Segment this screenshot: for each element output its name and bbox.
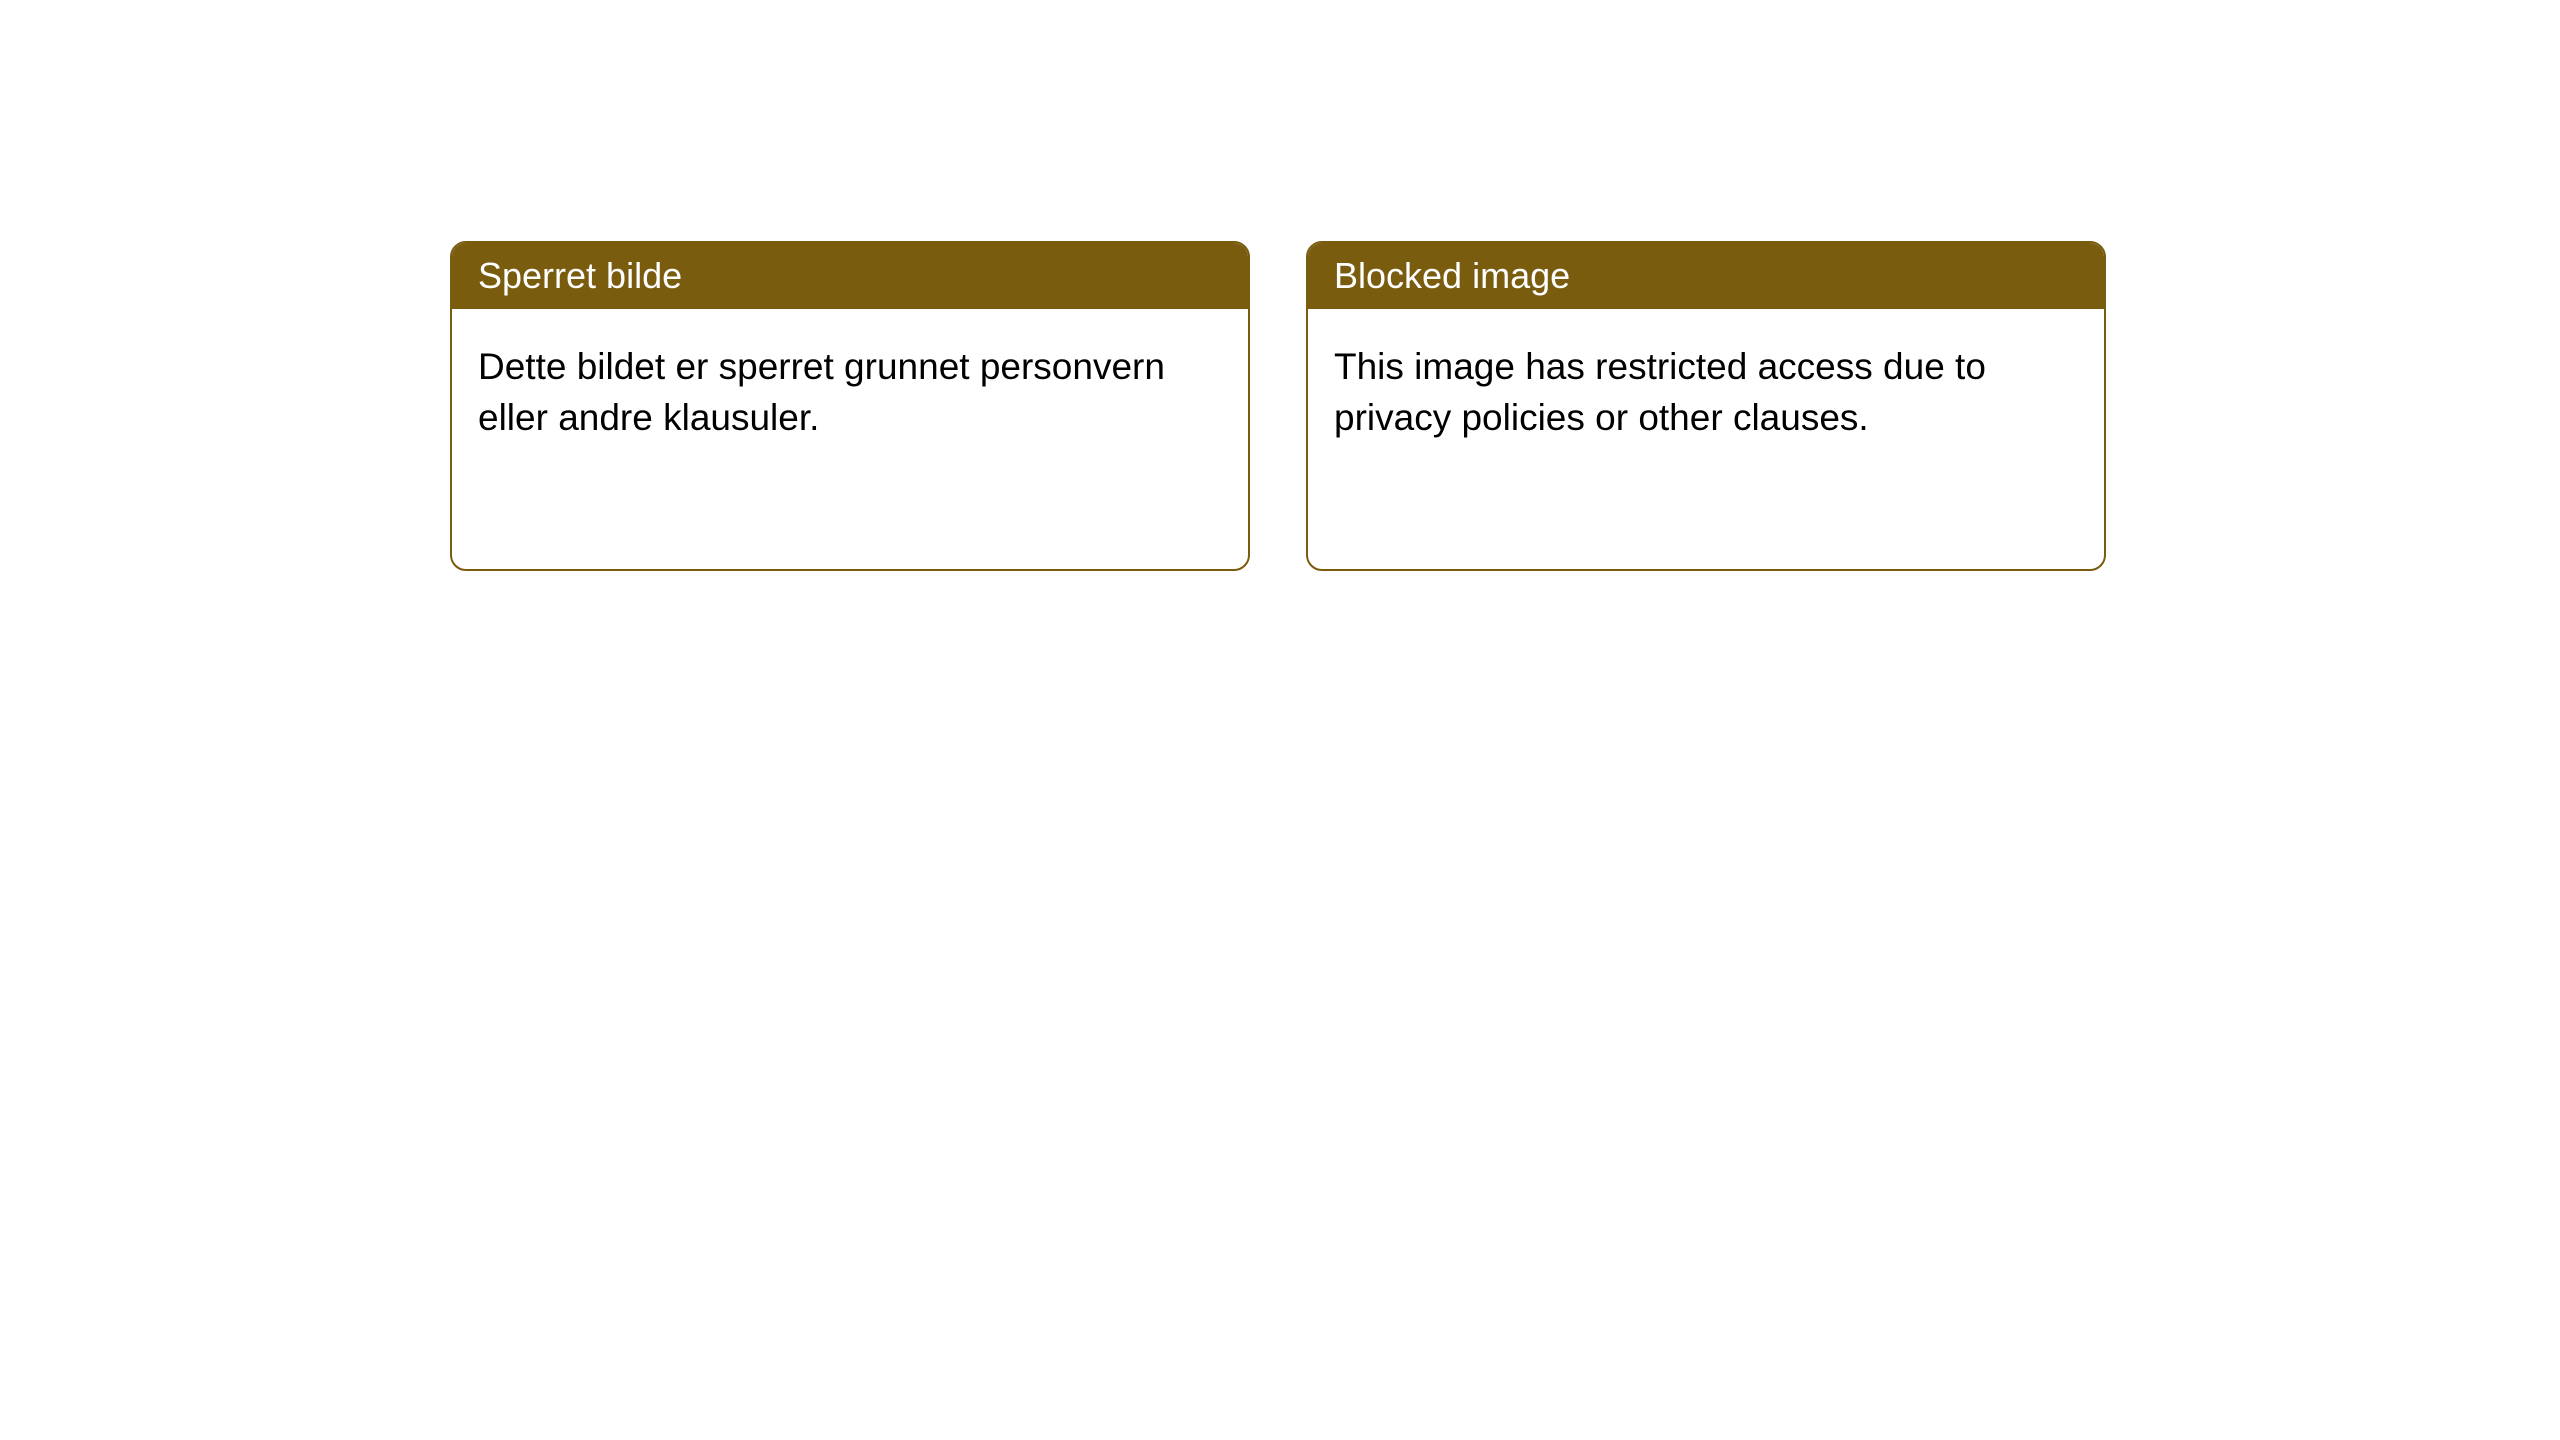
card-body: Dette bildet er sperret grunnet personve… bbox=[452, 309, 1248, 475]
card-body: This image has restricted access due to … bbox=[1308, 309, 2104, 475]
card-header: Blocked image bbox=[1308, 243, 2104, 309]
card-title: Sperret bilde bbox=[478, 255, 682, 296]
card-header: Sperret bilde bbox=[452, 243, 1248, 309]
cards-container: Sperret bilde Dette bildet er sperret gr… bbox=[450, 241, 2106, 571]
card-body-text: This image has restricted access due to … bbox=[1334, 346, 1986, 438]
card-body-text: Dette bildet er sperret grunnet personve… bbox=[478, 346, 1165, 438]
card-norwegian: Sperret bilde Dette bildet er sperret gr… bbox=[450, 241, 1250, 571]
card-english: Blocked image This image has restricted … bbox=[1306, 241, 2106, 571]
card-title: Blocked image bbox=[1334, 255, 1570, 296]
